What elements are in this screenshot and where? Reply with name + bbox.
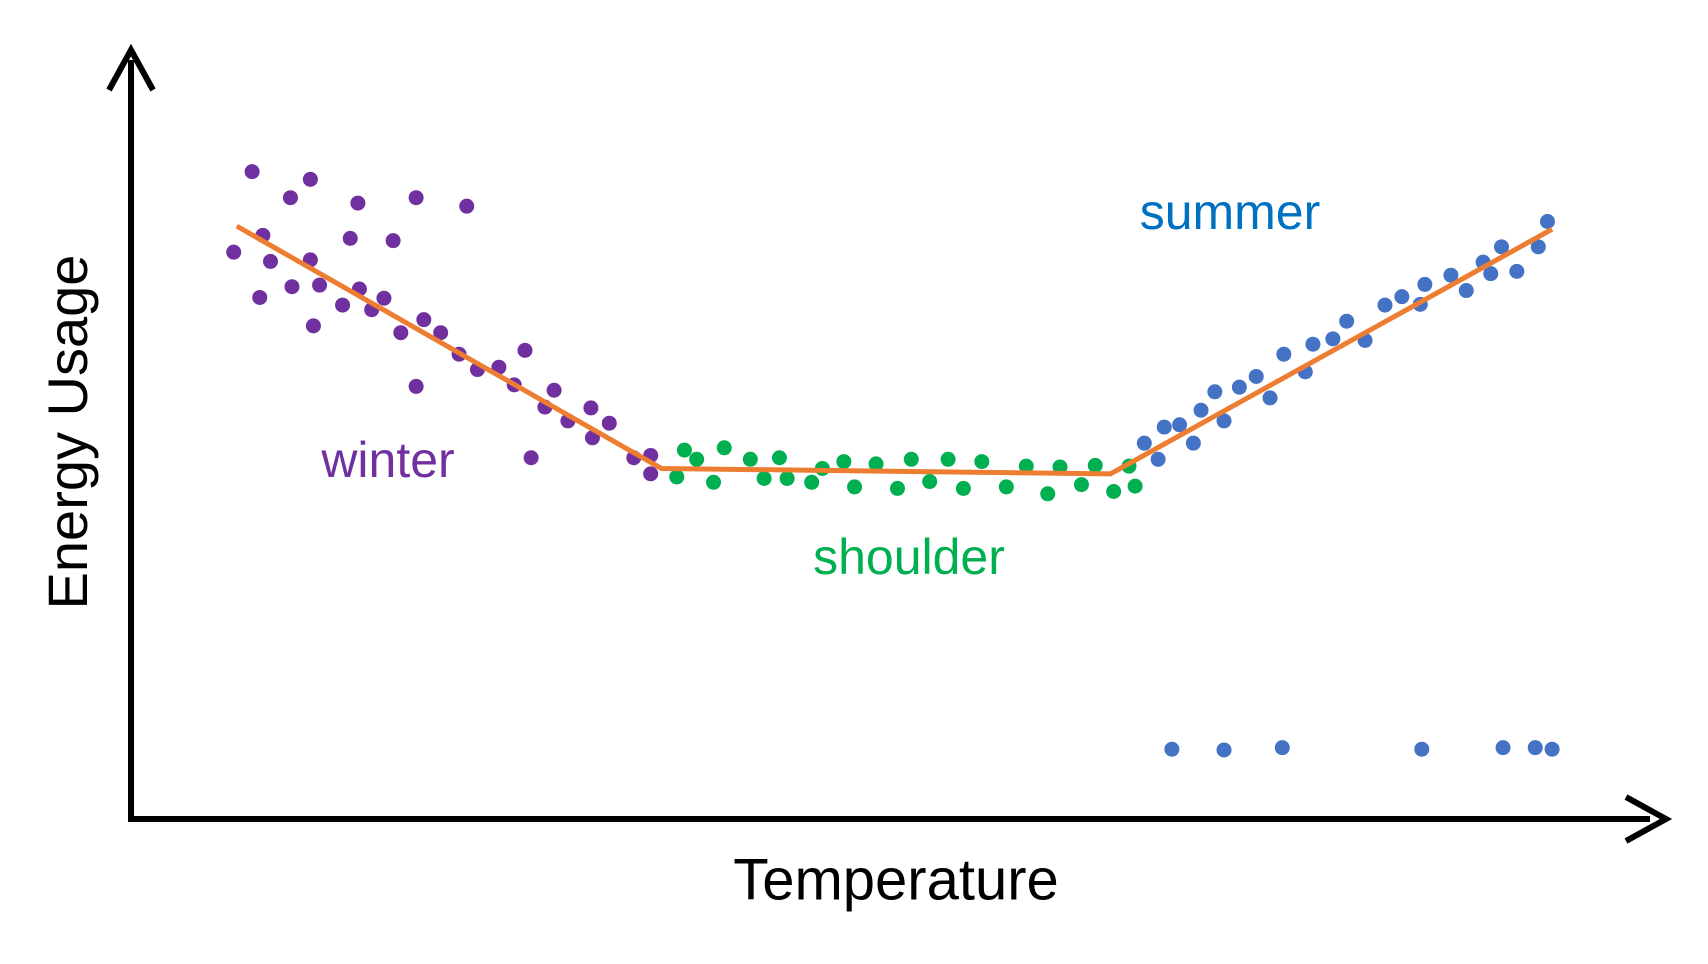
data-point [376,290,392,306]
data-point [583,400,599,416]
series-label: winter [320,432,454,488]
data-point [1073,477,1089,493]
data-point [523,450,539,466]
data-point [517,342,533,358]
data-point [393,325,409,341]
data-point [1483,266,1499,282]
data-point [1417,276,1433,292]
data-point [669,469,685,485]
data-point [716,440,732,456]
data-point [847,479,863,495]
data-point [779,470,795,486]
data-point [706,474,722,490]
data-point [1018,458,1034,474]
data-point [1127,478,1143,494]
data-point [416,312,432,328]
data-point [689,451,705,467]
data-point [385,233,401,249]
data-point [1150,451,1166,467]
data-point [1040,486,1056,502]
data-point [1087,457,1103,473]
data-point [756,470,772,486]
data-point [302,171,318,187]
data-point [1262,390,1278,406]
data-point [252,289,268,305]
data-point [244,164,260,180]
data-point [1509,263,1525,279]
fit-line [235,223,1554,477]
data-point [1248,368,1264,384]
data-point [1377,297,1393,313]
data-point [1106,483,1122,499]
data-point [1325,331,1341,347]
data-point [804,474,820,490]
data-point [1052,459,1068,475]
y-axis-arrow [106,43,156,92]
data-point [546,382,562,398]
data-point [408,190,424,206]
data-point [408,378,424,394]
data-point [1216,413,1232,429]
series-label: summer [1140,184,1321,240]
data-point [335,297,351,313]
data-point [1185,435,1201,451]
data-point [1458,283,1474,299]
data-point [1443,267,1459,283]
data-point [1339,313,1355,329]
data-point [1414,741,1430,757]
data-point [312,277,328,293]
data-point [940,451,956,467]
x-axis-label: Temperature [733,847,1059,912]
data-point [305,318,321,334]
data-point [922,474,938,490]
data-point [836,454,852,470]
data-point [868,456,884,472]
series-label: shoulder [813,529,1005,585]
data-point [459,198,475,214]
data-point [282,190,298,206]
data-point [263,253,279,269]
data-point [998,479,1014,495]
data-point [1527,740,1543,756]
data-point [284,279,300,295]
data-point [1495,740,1511,756]
data-point [601,415,617,431]
data-point [890,480,905,496]
data-point [742,451,758,467]
x-axis-arrow [1624,794,1673,844]
data-point [1231,379,1247,395]
data-point [342,230,358,246]
data-point [1193,402,1209,418]
data-point [1539,214,1555,230]
data-point [1305,336,1321,352]
data-point [1172,417,1188,433]
data-point [1394,289,1410,305]
data-point [1494,239,1510,255]
data-point [1544,741,1560,757]
data-point [1207,384,1223,400]
data-point [676,442,692,458]
data-point [1530,239,1546,255]
data-point [1276,346,1292,362]
data-point [226,244,242,260]
data-point [643,466,659,482]
data-point [350,195,366,211]
data-point [903,451,919,467]
data-point [974,454,990,470]
data-point [1156,419,1172,435]
data-point [1164,741,1180,757]
data-point [1274,740,1290,756]
y-axis-label: Energy Usage [36,255,99,610]
data-point [1216,742,1232,758]
data-point [955,480,971,496]
data-point [1136,435,1152,451]
data-point [771,450,787,466]
data-point [433,325,449,341]
